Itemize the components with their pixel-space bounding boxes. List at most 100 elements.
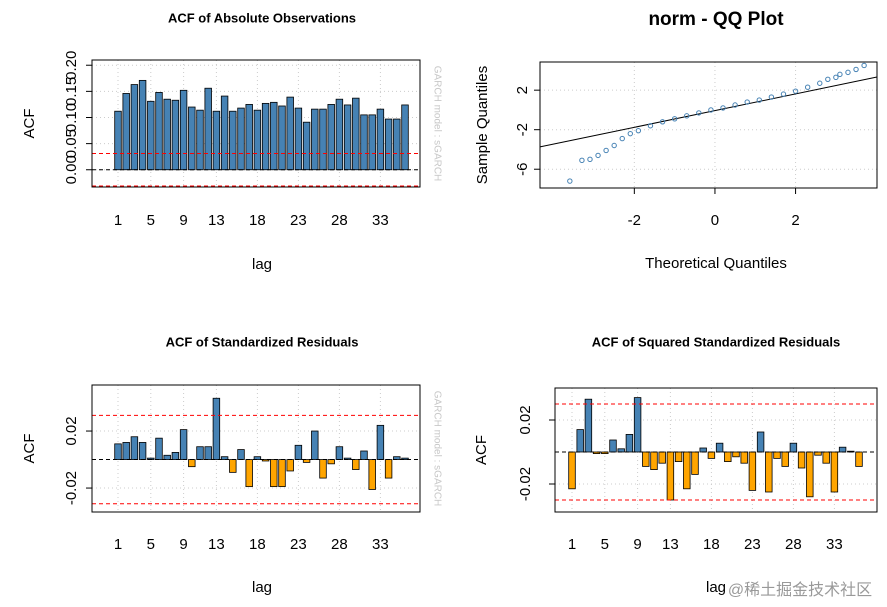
point bbox=[587, 156, 593, 163]
point bbox=[861, 62, 867, 69]
bar bbox=[592, 451, 601, 455]
chart-title: ACF of Standardized Residuals bbox=[166, 334, 359, 349]
point bbox=[611, 142, 617, 149]
point bbox=[837, 71, 843, 78]
bar bbox=[797, 451, 806, 469]
bar bbox=[122, 442, 130, 460]
bar bbox=[220, 95, 229, 171]
y-tick-label: 0.10 bbox=[63, 103, 80, 132]
x-tick-label: 28 bbox=[331, 212, 348, 229]
bar bbox=[253, 456, 262, 460]
bar bbox=[327, 459, 335, 465]
y-tick-label: 0.20 bbox=[63, 51, 80, 80]
point bbox=[732, 102, 738, 108]
x-axis-label: Theoretical Quantiles bbox=[645, 255, 787, 272]
bar bbox=[335, 98, 344, 171]
x-tick-label: 23 bbox=[744, 536, 761, 553]
bar bbox=[188, 459, 196, 468]
bar bbox=[715, 442, 724, 453]
bar bbox=[278, 459, 286, 488]
x-tick-label: 33 bbox=[826, 536, 843, 553]
point bbox=[853, 66, 859, 73]
point bbox=[595, 152, 601, 159]
point bbox=[792, 88, 799, 94]
x-tick-label: 18 bbox=[249, 212, 266, 229]
point bbox=[708, 107, 714, 113]
bar bbox=[576, 429, 584, 453]
bar bbox=[691, 451, 699, 475]
reference-line bbox=[539, 76, 878, 148]
bar bbox=[171, 452, 180, 460]
point bbox=[744, 99, 750, 105]
bar bbox=[707, 451, 716, 459]
bar bbox=[360, 114, 368, 171]
bar bbox=[163, 454, 171, 460]
bar bbox=[650, 451, 658, 471]
bar bbox=[773, 451, 781, 459]
bar bbox=[294, 107, 303, 171]
y-axis-label: ACF bbox=[473, 435, 490, 465]
bar bbox=[245, 104, 253, 171]
bar bbox=[114, 110, 122, 171]
bar bbox=[130, 84, 139, 171]
bar bbox=[229, 459, 237, 473]
bar bbox=[335, 446, 344, 460]
bar bbox=[327, 104, 335, 171]
y-tick-label: -2 bbox=[514, 123, 531, 136]
bar bbox=[311, 108, 319, 171]
point bbox=[627, 130, 633, 137]
bar bbox=[179, 429, 188, 460]
x-tick-label: 9 bbox=[633, 536, 641, 553]
point bbox=[756, 97, 762, 103]
side-note: GARCH model : sGARCH bbox=[431, 391, 442, 507]
y-tick-label: 0.02 bbox=[517, 405, 534, 434]
x-tick-label: 13 bbox=[208, 536, 225, 553]
x-tick-label: 5 bbox=[147, 536, 155, 553]
point bbox=[635, 127, 642, 134]
y-tick-label: -0.02 bbox=[63, 471, 80, 505]
point bbox=[780, 91, 787, 97]
bar bbox=[261, 459, 270, 462]
bar bbox=[822, 451, 830, 464]
bar bbox=[237, 449, 245, 460]
bar bbox=[740, 451, 748, 464]
x-tick-label: 13 bbox=[208, 212, 225, 229]
bar bbox=[633, 397, 642, 453]
plot-frame bbox=[91, 59, 421, 188]
x-tick-label: 2 bbox=[791, 212, 799, 229]
x-axis-label: lag bbox=[706, 579, 726, 596]
plot-frame bbox=[554, 387, 878, 513]
y-axis-label: Sample Quantiles bbox=[474, 66, 491, 184]
side-note: GARCH model : sGARCH bbox=[431, 66, 442, 182]
bar bbox=[393, 118, 401, 171]
bar bbox=[401, 104, 409, 171]
bar bbox=[245, 459, 253, 488]
y-tick-label: -6 bbox=[514, 163, 531, 176]
bar bbox=[781, 451, 789, 467]
point bbox=[833, 74, 839, 81]
x-tick-label: 18 bbox=[703, 536, 720, 553]
bar bbox=[237, 107, 245, 171]
point bbox=[845, 69, 851, 76]
bar bbox=[724, 451, 732, 463]
bar bbox=[196, 446, 204, 460]
point bbox=[603, 147, 609, 154]
bar bbox=[368, 114, 376, 171]
bar bbox=[368, 459, 376, 490]
bar bbox=[683, 451, 691, 490]
bar bbox=[401, 457, 409, 460]
bar bbox=[311, 430, 319, 460]
bar bbox=[114, 443, 122, 460]
bar bbox=[642, 451, 650, 467]
x-tick-label: -2 bbox=[628, 212, 641, 229]
bar bbox=[765, 451, 773, 493]
x-axis-label: lag bbox=[252, 256, 272, 273]
point bbox=[619, 135, 625, 142]
bar bbox=[855, 451, 863, 467]
point bbox=[768, 94, 775, 100]
bar bbox=[278, 105, 286, 171]
point bbox=[817, 80, 823, 86]
bar bbox=[138, 442, 147, 460]
x-tick-label: 28 bbox=[331, 536, 348, 553]
